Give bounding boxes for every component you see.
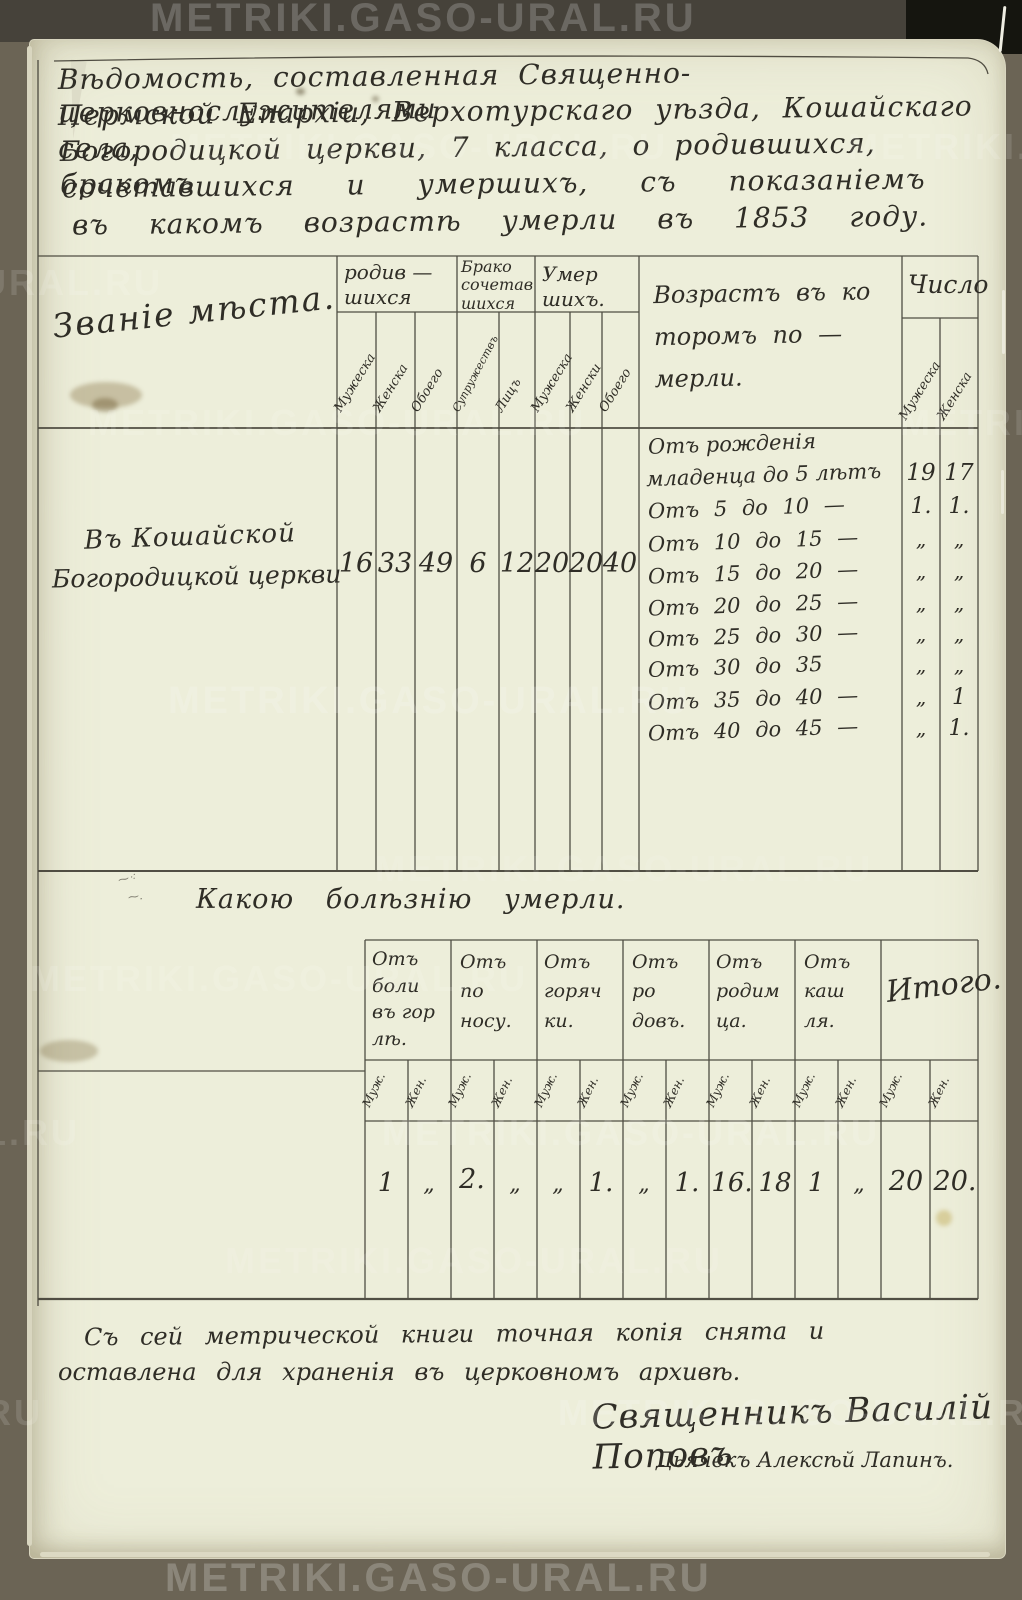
- table2-cause-fever: Отъ горяч ки.: [544, 951, 602, 1032]
- table2-value: „: [509, 1172, 521, 1197]
- table1-group-died: Умер шихъ.: [542, 262, 605, 311]
- age-row-male-value: „: [915, 685, 927, 709]
- table1-value-born-female: 33: [377, 548, 413, 579]
- table1-number-header: Число: [908, 270, 989, 299]
- scan-background-top: [0, 0, 1022, 42]
- table2-cause-convulsions: Отъ родим ца.: [716, 951, 780, 1032]
- ink-stain: [92, 398, 118, 412]
- table1-value-died-both: 40: [602, 548, 638, 579]
- age-row-male-value: 1.: [910, 494, 932, 519]
- paper-spot: [936, 1210, 952, 1226]
- table2-cause-childbirth: Отъ ро довъ.: [632, 951, 686, 1032]
- table2-value: 18: [758, 1168, 792, 1198]
- age-row-male-value: 19: [906, 460, 936, 486]
- table2-total-female-value: 20.: [933, 1166, 977, 1197]
- paper-edge-bottom: [40, 1552, 990, 1557]
- paper-speck: [296, 88, 305, 95]
- table1-value-born-male: 16: [338, 548, 374, 579]
- paper-edge-left: [27, 46, 32, 1546]
- table2-value: 2.: [459, 1164, 485, 1195]
- age-row-male-value: „: [915, 622, 927, 646]
- age-row-female-value: 1.: [948, 716, 970, 741]
- table2-cause-diarrhea: Отъ по носу.: [460, 951, 512, 1032]
- deacon-signature: Дьячекъ Алексѣй Лапинъ.: [656, 1448, 954, 1472]
- table2-value: 1.: [588, 1168, 614, 1198]
- table2-value: 1: [377, 1168, 395, 1198]
- age-row-female-value: „: [953, 653, 965, 677]
- age-row-male-value: „: [915, 653, 927, 677]
- age-row-female-value: „: [953, 559, 965, 583]
- table1-value-born-both: 49: [418, 548, 454, 579]
- age-row-male-value: „: [915, 527, 927, 551]
- age-row-female-value: 1: [952, 685, 966, 710]
- age-row-male-value: „: [915, 716, 927, 740]
- age-row-female-value: „: [953, 622, 965, 646]
- table2-value: „: [853, 1172, 865, 1197]
- age-row-male-value: „: [915, 591, 927, 615]
- ink-stain: [70, 382, 142, 408]
- table2-total-male-value: 20: [888, 1166, 924, 1197]
- age-row-female-value: 17: [944, 460, 974, 486]
- table2-cause-cough: Отъ каш ля.: [804, 951, 851, 1032]
- binding-thread: [1002, 290, 1005, 354]
- closing-line: оставлена для храненія въ церковномъ арх…: [58, 1358, 741, 1386]
- table1-value-married-couples: 6: [469, 548, 487, 579]
- table1-group-married: Брако сочетав шихся: [461, 257, 534, 313]
- table2-value: 16.: [711, 1168, 753, 1198]
- table2-value: „: [638, 1172, 650, 1197]
- table1-group-born: родив — шихся: [344, 260, 433, 309]
- table2-value: „: [423, 1172, 435, 1197]
- table1-value-died-female: 20: [568, 548, 604, 579]
- table2-cause-throat: Отъ боли въ гор лѣ.: [372, 948, 435, 1050]
- age-row-female-value: „: [953, 591, 965, 615]
- table2-caption: Какою болѣзнію умерли.: [196, 884, 626, 915]
- age-row-female-value: 1.: [948, 494, 970, 519]
- paper-sheet: [30, 40, 1005, 1558]
- age-row-female-value: „: [953, 527, 965, 551]
- table1-row-place-line2: Богородицкой церкви: [51, 559, 342, 594]
- table2-value: 1: [807, 1168, 825, 1198]
- binding-thread: [1001, 470, 1004, 514]
- table2-value: 1.: [674, 1168, 700, 1198]
- table2-value: „: [552, 1172, 564, 1197]
- table1-age-header: Возрастъ въ ко торомъ по — мерли.: [653, 277, 871, 394]
- paper-speck: [372, 96, 379, 102]
- ink-stain: [40, 1040, 98, 1062]
- table1-value-married-persons: 12: [499, 548, 535, 579]
- table1-value-died-male: 20: [534, 548, 570, 579]
- age-row-male-value: „: [915, 559, 927, 583]
